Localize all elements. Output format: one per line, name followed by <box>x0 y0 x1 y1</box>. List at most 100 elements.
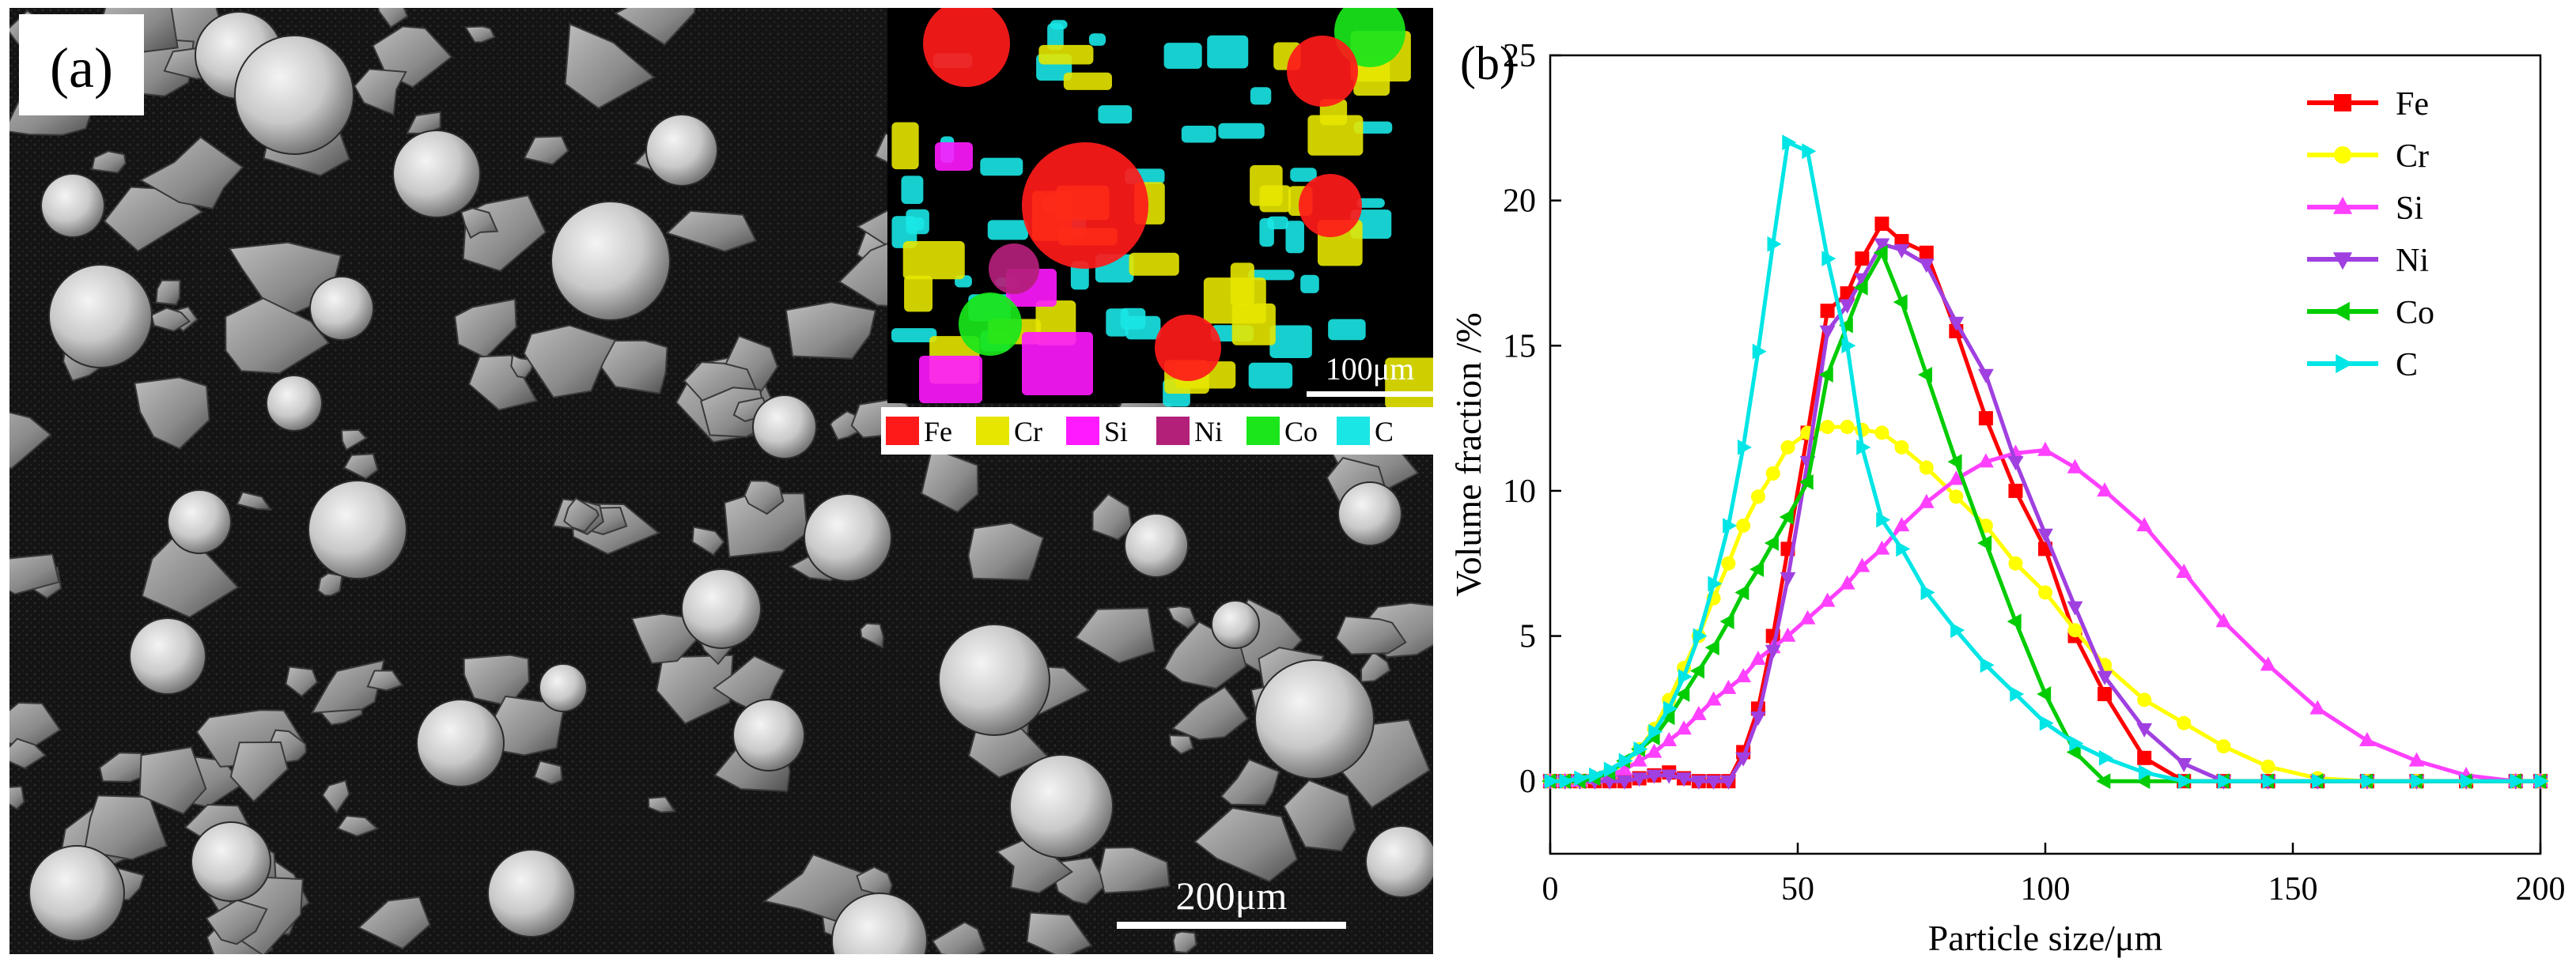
data-point <box>1838 317 1853 334</box>
main-scale-bar-label: 200μm <box>1176 874 1288 918</box>
data-point <box>1780 627 1796 642</box>
data-point <box>1618 753 1633 769</box>
data-point <box>2067 458 2083 474</box>
series-cr <box>1543 420 2548 789</box>
data-point <box>2136 517 2153 532</box>
sem-flake <box>523 135 569 166</box>
sem-sphere <box>1211 600 1260 649</box>
data-point <box>1723 518 1738 534</box>
data-point <box>2066 744 2081 760</box>
sem-flake <box>321 779 350 814</box>
eds-chromium-phase <box>1231 303 1276 345</box>
data-point <box>1719 613 1734 630</box>
data-point <box>1893 243 1910 258</box>
sem-flake <box>931 921 987 954</box>
data-point <box>2176 563 2192 578</box>
eds-silicon-phase <box>935 142 973 171</box>
legend-label: Cr <box>2396 138 2429 175</box>
data-point <box>2097 482 2113 497</box>
data-point <box>1893 294 1908 311</box>
eds-carbon-phase <box>1125 315 1161 340</box>
panel-a-label: (a) <box>50 36 113 100</box>
inset-scale-bar-label: 100μm <box>1326 351 1415 387</box>
chart-axes: 0 50 100 150 200 0 5 10 15 20 25 <box>1503 38 2566 908</box>
sem-flake <box>9 738 47 770</box>
data-point <box>1765 644 1781 659</box>
data-point <box>1690 775 1707 790</box>
eds-legend-label: C <box>1375 416 1394 447</box>
sem-flake <box>1091 492 1133 541</box>
data-point <box>2312 773 2327 790</box>
data-point <box>1896 541 1911 557</box>
data-point <box>1799 474 1814 490</box>
eds-carbon-phase <box>906 209 929 235</box>
data-point <box>1977 535 1992 551</box>
sem-flake <box>691 526 725 557</box>
data-point <box>2096 773 2111 790</box>
sem-flake <box>723 492 808 558</box>
data-point <box>1676 772 1692 787</box>
sem-sphere <box>938 624 1050 736</box>
data-point <box>2008 556 2023 571</box>
eds-carbon-phase <box>1356 198 1385 208</box>
data-point <box>2218 773 2233 790</box>
data-point <box>1750 489 1765 504</box>
sem-sphere <box>392 130 481 218</box>
eds-legend-swatch <box>976 417 1009 445</box>
data-point <box>2262 773 2277 790</box>
eds-chromium-phase <box>1063 72 1112 90</box>
data-point <box>1950 622 1965 639</box>
data-point <box>2067 601 2083 616</box>
data-point <box>1839 575 1855 590</box>
x-tick-label: 150 <box>2268 871 2318 908</box>
sem-sphere <box>1254 659 1375 779</box>
eds-nickel-phase <box>989 243 1039 294</box>
eds-carbon-phase <box>1328 319 1366 341</box>
eds-legend-label: Fe <box>924 416 952 447</box>
eds-iron-phase <box>923 8 1010 87</box>
series-line <box>1550 425 2540 783</box>
eds-carbon-phase <box>901 175 924 205</box>
eds-carbon-phase <box>1250 87 1272 105</box>
sem-flake <box>564 22 656 110</box>
data-point <box>2178 773 2193 790</box>
data-point <box>2137 750 2152 765</box>
sem-image: (a) 200μm 100μm Fe Cr Si Ni Co C <box>9 8 1433 954</box>
eds-iron-phase <box>1287 36 1358 107</box>
data-point <box>2069 735 2084 752</box>
data-point <box>1839 299 1855 314</box>
data-point <box>1704 640 1719 656</box>
psd-chart-panel: (b) 0 50 100 150 200 0 5 10 15 20 25 Fe Cr Si Ni Co C P… <box>1433 0 2576 962</box>
sem-flake <box>1171 685 1249 741</box>
x-axis-label: Particle size/μm <box>1928 918 2163 958</box>
data-point <box>1779 509 1794 525</box>
sem-sphere <box>1337 481 1402 546</box>
data-point <box>1660 709 1675 726</box>
data-point <box>1767 236 1782 252</box>
legend-label: Ni <box>2396 243 2429 279</box>
eds-legend-label: Cr <box>1014 416 1042 447</box>
sem-flake <box>236 491 273 511</box>
series-line <box>1550 140 2540 783</box>
data-point <box>1949 489 1964 504</box>
x-tick-label: 0 <box>1542 871 1559 908</box>
series-line <box>1550 251 2540 783</box>
data-point <box>1782 134 1797 151</box>
eds-legend-swatch <box>1246 417 1280 445</box>
legend-entry: C <box>2307 347 2418 383</box>
eds-carbon-phase <box>1267 216 1288 230</box>
data-point <box>1874 425 1889 440</box>
eds-carbon-phase <box>1181 125 1216 143</box>
y-tick-label: 10 <box>1503 474 1536 510</box>
data-point <box>2010 686 2025 702</box>
data-point <box>2137 692 2152 708</box>
x-tick-label: 100 <box>2021 871 2071 908</box>
data-point <box>2037 528 2053 543</box>
data-point <box>1873 244 1888 261</box>
sem-flake <box>1193 806 1299 883</box>
data-point <box>1854 557 1871 572</box>
data-point <box>1661 731 1678 746</box>
data-point <box>1874 217 1889 232</box>
eds-legend-swatch <box>1337 417 1370 445</box>
legend-entry: Cr <box>2307 138 2429 175</box>
